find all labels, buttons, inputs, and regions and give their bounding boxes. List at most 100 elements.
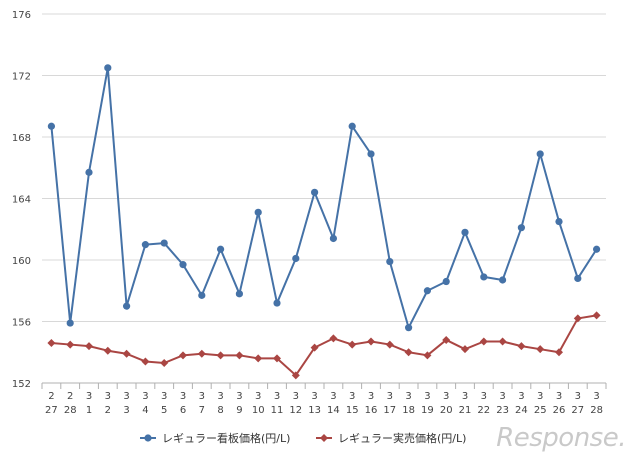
data-point bbox=[348, 122, 356, 130]
data-point bbox=[123, 302, 131, 310]
legend-marker bbox=[320, 434, 328, 442]
data-point bbox=[461, 345, 469, 354]
y-axis: 152 156 160 164 168 172 176 bbox=[12, 10, 31, 390]
x-tick-label: 19 bbox=[421, 405, 434, 416]
data-point bbox=[160, 239, 168, 247]
data-point bbox=[216, 351, 225, 360]
x-tick-label: 15 bbox=[346, 405, 359, 416]
x-tick-label: 8 bbox=[217, 405, 223, 416]
y-tick-label: 172 bbox=[12, 72, 31, 83]
data-point bbox=[85, 342, 93, 351]
data-point bbox=[179, 351, 187, 360]
x-tick-label: 4 bbox=[142, 405, 148, 416]
data-point bbox=[517, 342, 526, 351]
data-point bbox=[47, 339, 56, 348]
legend-marker bbox=[144, 434, 152, 442]
x-tick-label: 14 bbox=[327, 405, 340, 416]
data-point bbox=[405, 324, 413, 332]
data-point bbox=[574, 274, 582, 283]
data-point bbox=[273, 354, 281, 363]
x-tick-label: 28 bbox=[590, 405, 603, 416]
data-point bbox=[273, 299, 281, 307]
data-point bbox=[103, 346, 112, 355]
x-tick-label: 2 bbox=[48, 391, 54, 402]
x-tick-label: 3 bbox=[236, 391, 242, 402]
data-point bbox=[442, 277, 450, 286]
data-point bbox=[66, 319, 74, 327]
x-tick-label: 3 bbox=[311, 391, 317, 402]
x-tick-label: 3 bbox=[537, 391, 543, 402]
x-tick-label: 3 bbox=[199, 391, 205, 402]
series-line-2 bbox=[51, 314, 597, 377]
x-tick-label: 3 bbox=[86, 391, 92, 402]
data-point bbox=[404, 348, 413, 357]
data-point bbox=[311, 188, 319, 196]
x-tick-label: 3 bbox=[462, 391, 468, 402]
x-axis: 2272283132333435363738393103113123133143… bbox=[41, 382, 607, 416]
x-tick-label: 3 bbox=[575, 391, 581, 402]
x-tick-label: 27 bbox=[45, 405, 58, 416]
x-tick-label: 3 bbox=[424, 391, 430, 402]
x-tick-label: 25 bbox=[534, 405, 547, 416]
x-tick-label: 1 bbox=[86, 405, 92, 416]
x-tick-label: 3 bbox=[180, 391, 186, 402]
x-tick-label: 3 bbox=[518, 391, 524, 402]
y-tick-label: 160 bbox=[12, 256, 31, 267]
x-tick-label: 12 bbox=[289, 405, 302, 416]
data-point bbox=[498, 337, 507, 346]
x-tick-label: 18 bbox=[402, 405, 415, 416]
data-point bbox=[536, 150, 544, 158]
x-tick-label: 3 bbox=[405, 391, 411, 402]
x-tick-label: 11 bbox=[271, 405, 284, 416]
data-point bbox=[329, 334, 338, 343]
x-tick-label: 2 bbox=[105, 405, 111, 416]
series-line-1 bbox=[50, 66, 598, 329]
y-tick-label: 152 bbox=[12, 379, 31, 390]
series-group bbox=[47, 64, 601, 380]
x-tick-label: 17 bbox=[383, 405, 396, 416]
data-point bbox=[160, 359, 169, 368]
data-point bbox=[217, 245, 225, 253]
x-tick-label: 3 bbox=[142, 391, 148, 402]
data-point bbox=[291, 371, 300, 380]
x-tick-label: 26 bbox=[553, 405, 566, 416]
x-tick-label: 3 bbox=[217, 391, 223, 402]
x-tick-label: 3 bbox=[123, 405, 129, 416]
y-tick-label: 168 bbox=[12, 133, 31, 144]
data-point bbox=[122, 349, 131, 358]
data-point bbox=[480, 273, 488, 281]
response-logo-watermark: Response. bbox=[496, 423, 626, 453]
data-point bbox=[385, 340, 394, 349]
x-tick-label: 3 bbox=[293, 391, 299, 402]
x-tick-label: 3 bbox=[556, 391, 562, 402]
y-tick-label: 164 bbox=[12, 195, 31, 206]
x-tick-label: 3 bbox=[387, 391, 393, 402]
data-point bbox=[310, 343, 319, 352]
data-point bbox=[179, 261, 187, 269]
x-tick-label: 13 bbox=[308, 405, 321, 416]
data-point bbox=[197, 349, 206, 358]
data-point bbox=[386, 257, 394, 266]
legend: レギュラー看板価格(円/L) レギュラー実売価格(円/L) bbox=[140, 431, 466, 445]
data-point bbox=[254, 354, 263, 363]
data-point bbox=[367, 150, 375, 158]
gridlines bbox=[42, 13, 606, 322]
x-tick-label: 5 bbox=[161, 405, 167, 416]
data-point bbox=[66, 340, 75, 349]
data-point bbox=[592, 311, 601, 320]
x-tick-label: 27 bbox=[571, 405, 584, 416]
data-point bbox=[141, 241, 149, 249]
x-tick-label: 3 bbox=[481, 391, 487, 402]
data-point bbox=[47, 122, 56, 130]
data-point bbox=[85, 168, 93, 176]
x-tick-label: 7 bbox=[199, 405, 205, 416]
data-point bbox=[499, 276, 507, 284]
x-tick-label: 28 bbox=[64, 405, 77, 416]
data-point bbox=[442, 335, 451, 344]
data-point bbox=[555, 217, 563, 226]
data-point bbox=[235, 351, 244, 360]
data-point bbox=[367, 337, 375, 346]
data-point bbox=[536, 345, 545, 354]
data-point bbox=[517, 224, 526, 232]
